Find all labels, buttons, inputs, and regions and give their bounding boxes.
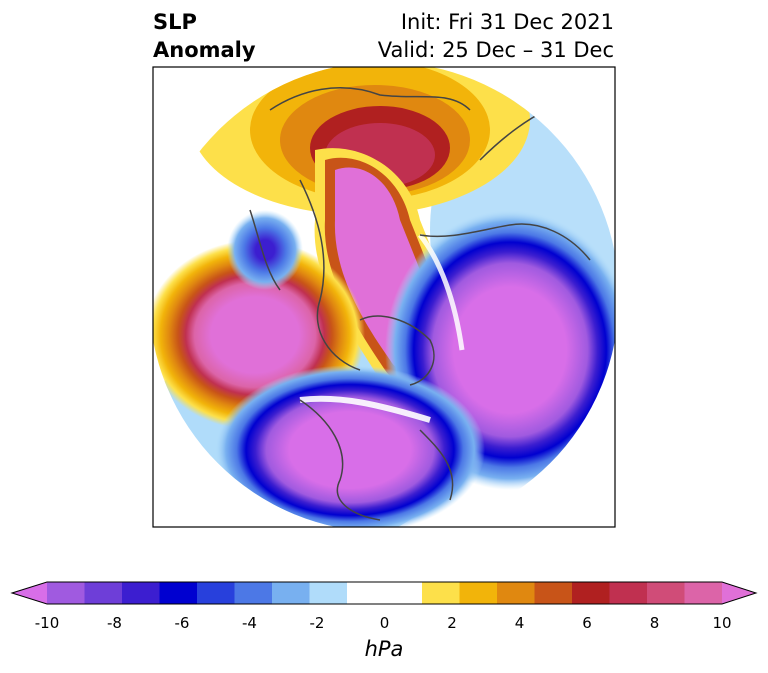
title-variable-type: Anomaly	[153, 38, 256, 62]
init-date-label: Init: Fri 31 Dec 2021	[400, 10, 614, 34]
colorbar-segment	[122, 582, 160, 604]
anomaly-field	[153, 67, 615, 527]
colorbar-tick-label: 2	[447, 614, 457, 632]
colorbar-unit-label: hPa	[364, 637, 404, 661]
colorbar-tick-label: -8	[107, 614, 122, 632]
colorbar-tick-label: -10	[34, 614, 60, 632]
colorbar-tick-label: 6	[582, 614, 592, 632]
map-frame	[152, 66, 616, 528]
colorbar-max-arrow	[722, 582, 756, 604]
colorbar-segment	[459, 582, 498, 604]
valid-range-label: Valid: 25 Dec – 31 Dec	[377, 38, 614, 62]
colorbar-tick-label: -6	[174, 614, 190, 632]
colorbar-segment	[272, 582, 310, 604]
colorbar-segment	[572, 582, 610, 604]
colorbar-segment	[497, 582, 535, 604]
colorbar-tick-label: -4	[242, 614, 257, 632]
colorbar-tick-label: 10	[712, 614, 732, 632]
colorbar-segment	[684, 582, 723, 604]
colorbar-segment	[197, 582, 235, 604]
colorbar-segment	[84, 582, 123, 604]
colorbar-segment	[647, 582, 685, 604]
colorbar-segment	[159, 582, 198, 604]
colorbar-segment	[384, 582, 423, 604]
colorbar-segment	[309, 582, 348, 604]
title-variable: SLP	[153, 10, 197, 34]
colorbar	[10, 581, 758, 605]
colorbar-outline	[10, 581, 758, 605]
colorbar-tick-label: 4	[514, 614, 525, 632]
colorbar-segment	[422, 582, 460, 604]
colorbar-segment	[234, 582, 273, 604]
slp-anomaly-map	[152, 66, 616, 528]
map-title-right: Init: Fri 31 Dec 2021 Valid: 25 Dec – 31…	[378, 8, 614, 64]
colorbar-segment	[609, 582, 648, 604]
map-title-left: SLP Anomaly	[153, 8, 256, 64]
colorbar-min-arrow	[12, 582, 47, 604]
colorbar-tick-label: 0	[379, 614, 390, 632]
colorbar-tick-label: -2	[309, 614, 325, 632]
colorbar-segment	[534, 582, 573, 604]
colorbar-tick-label: 8	[649, 614, 660, 632]
colorbar-segment	[347, 582, 385, 604]
colorbar-segment	[47, 582, 85, 604]
